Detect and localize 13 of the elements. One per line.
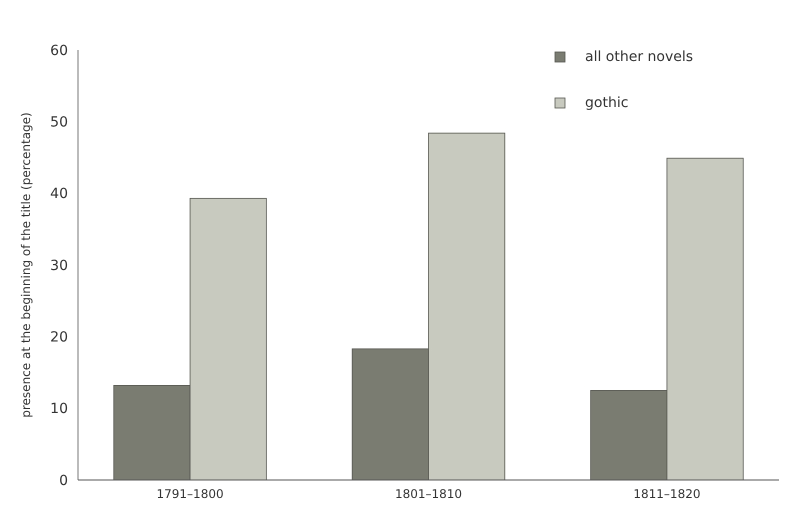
- y-tick-label: 60: [50, 42, 68, 59]
- y-tick-label: 40: [50, 186, 68, 202]
- legend-label: gothic: [585, 95, 628, 111]
- y-tick-label: 50: [50, 114, 68, 131]
- x-tick-label: 1791–1800: [156, 487, 224, 501]
- x-tick-label: 1801–1810: [394, 487, 462, 501]
- y-axis-title: presence at the beginning of the title (percentage): [19, 112, 33, 418]
- y-tick-label: 10: [50, 401, 68, 418]
- x-tick-label: 1811–1820: [633, 487, 700, 501]
- y-tick-label: 20: [50, 330, 68, 346]
- y-tick-label: 30: [50, 258, 68, 274]
- legend-label: all other novels: [585, 49, 694, 65]
- y-tick-label: 0: [59, 472, 68, 489]
